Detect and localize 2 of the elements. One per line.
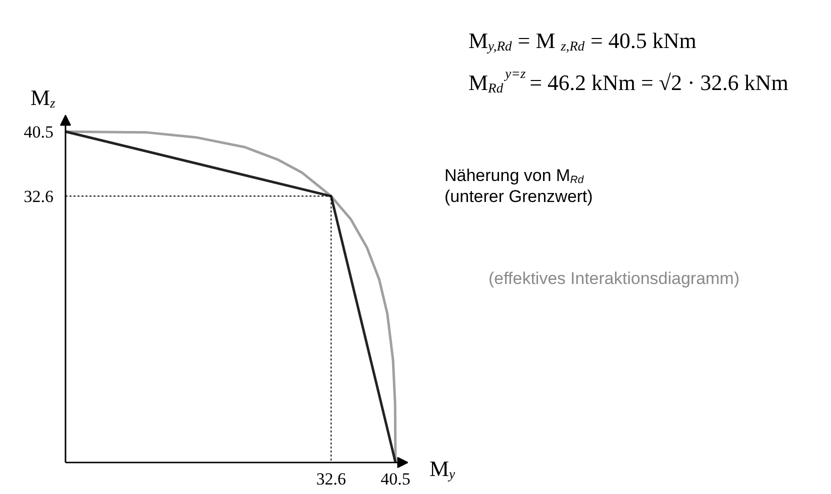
text: (effektives Interaktionsdiagramm) (488, 269, 740, 288)
line-series (64, 130, 397, 464)
